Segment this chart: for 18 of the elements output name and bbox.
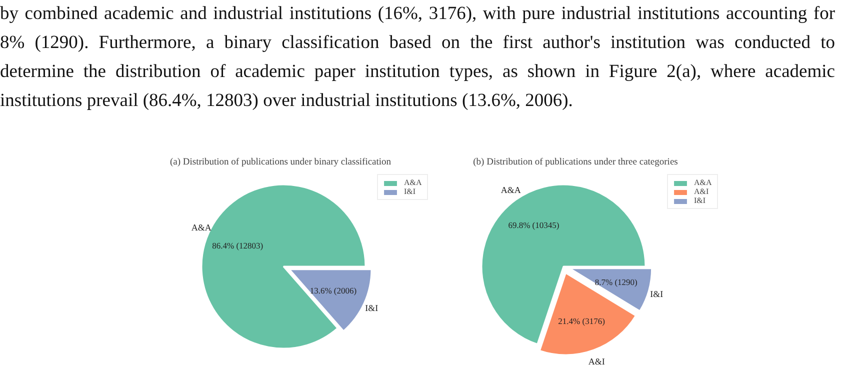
- data-label: 69.8% (10345): [508, 220, 560, 230]
- data-label: 21.4% (3176): [558, 316, 606, 326]
- chart-title: (b) Distribution of publications under three categories: [473, 158, 678, 168]
- slice-label: A&A: [500, 185, 522, 196]
- chart-title: (a) Distribution of publications under binary classification: [170, 158, 392, 168]
- legend-label: A&I: [694, 187, 710, 196]
- slice-label: A&A: [191, 222, 212, 233]
- legend-label: I&I: [404, 187, 417, 196]
- data-label: 86.4% (12803): [212, 240, 264, 250]
- slice-label: I&I: [365, 303, 378, 314]
- legend-label: I&I: [694, 196, 707, 205]
- data-label: 13.6% (2006): [310, 286, 357, 296]
- slice-label: A&I: [588, 356, 605, 366]
- text: by combined academic and industrial institutions (16%, 3176), with pure industrial institutions accounting for 8% (1290). Furthermore, a binary classification based on the first author's institution was conducted to determine the distribution of academic paper institution types, as shown in Figure 2(a), where academic institutions prevail (86.4%, 12803) over industrial institutions (13.6%, 2006).: [0, 3, 835, 113]
- legend-label: A&A: [694, 178, 713, 187]
- data-label: 8.7% (1290): [594, 277, 638, 288]
- legend-label: A&A: [404, 178, 423, 187]
- slice-label: I&I: [650, 288, 664, 299]
